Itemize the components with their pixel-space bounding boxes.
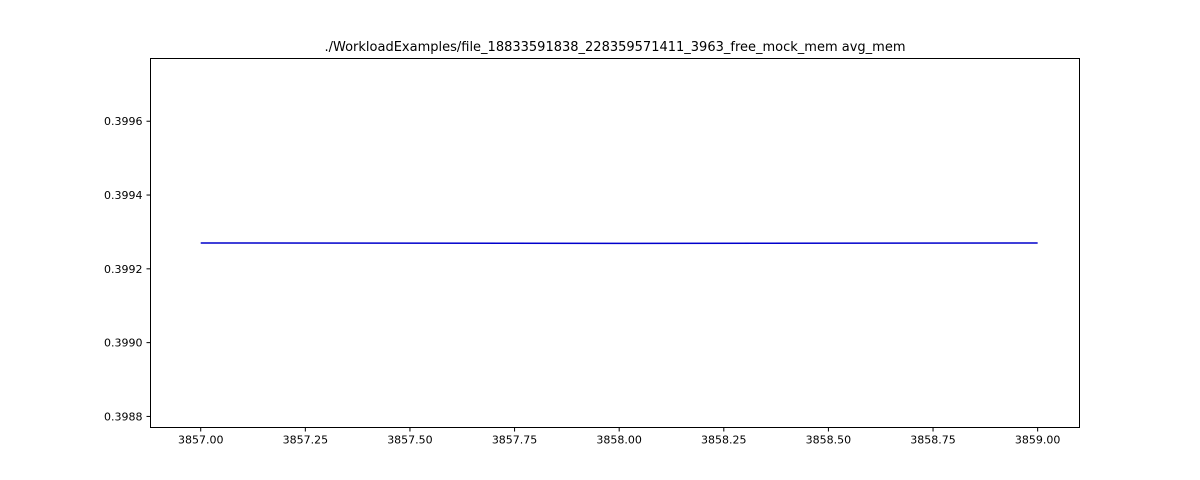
y-tick-label: 0.3996 [104, 115, 143, 128]
y-tick-label: 0.3990 [104, 337, 143, 350]
x-tick-label: 3858.00 [596, 434, 642, 447]
plot-area-frame [150, 58, 1080, 428]
x-tick-label: 3857.75 [492, 434, 538, 447]
x-tick-label: 3857.50 [387, 434, 433, 447]
x-axis: 3857.00 3857.25 3857.50 3857.75 3858.00 3858.… [178, 427, 1061, 447]
x-tick-label: 3858.25 [701, 434, 747, 447]
x-tick-label: 3858.50 [806, 434, 852, 447]
y-tick-label: 0.3988 [104, 410, 143, 423]
y-axis: 0.3988 0.3990 0.3992 0.3994 0.3996 [104, 115, 151, 423]
y-tick-label: 0.3994 [104, 189, 143, 202]
x-tick-label: 3857.00 [178, 434, 224, 447]
x-tick-label: 3858.75 [910, 434, 956, 447]
y-tick-label: 0.3992 [104, 263, 143, 276]
x-tick-label: 3859.00 [1015, 434, 1061, 447]
x-tick-label: 3857.25 [283, 434, 329, 447]
chart-title: ./WorkloadExamples/file_18833591838_2283… [324, 40, 905, 55]
